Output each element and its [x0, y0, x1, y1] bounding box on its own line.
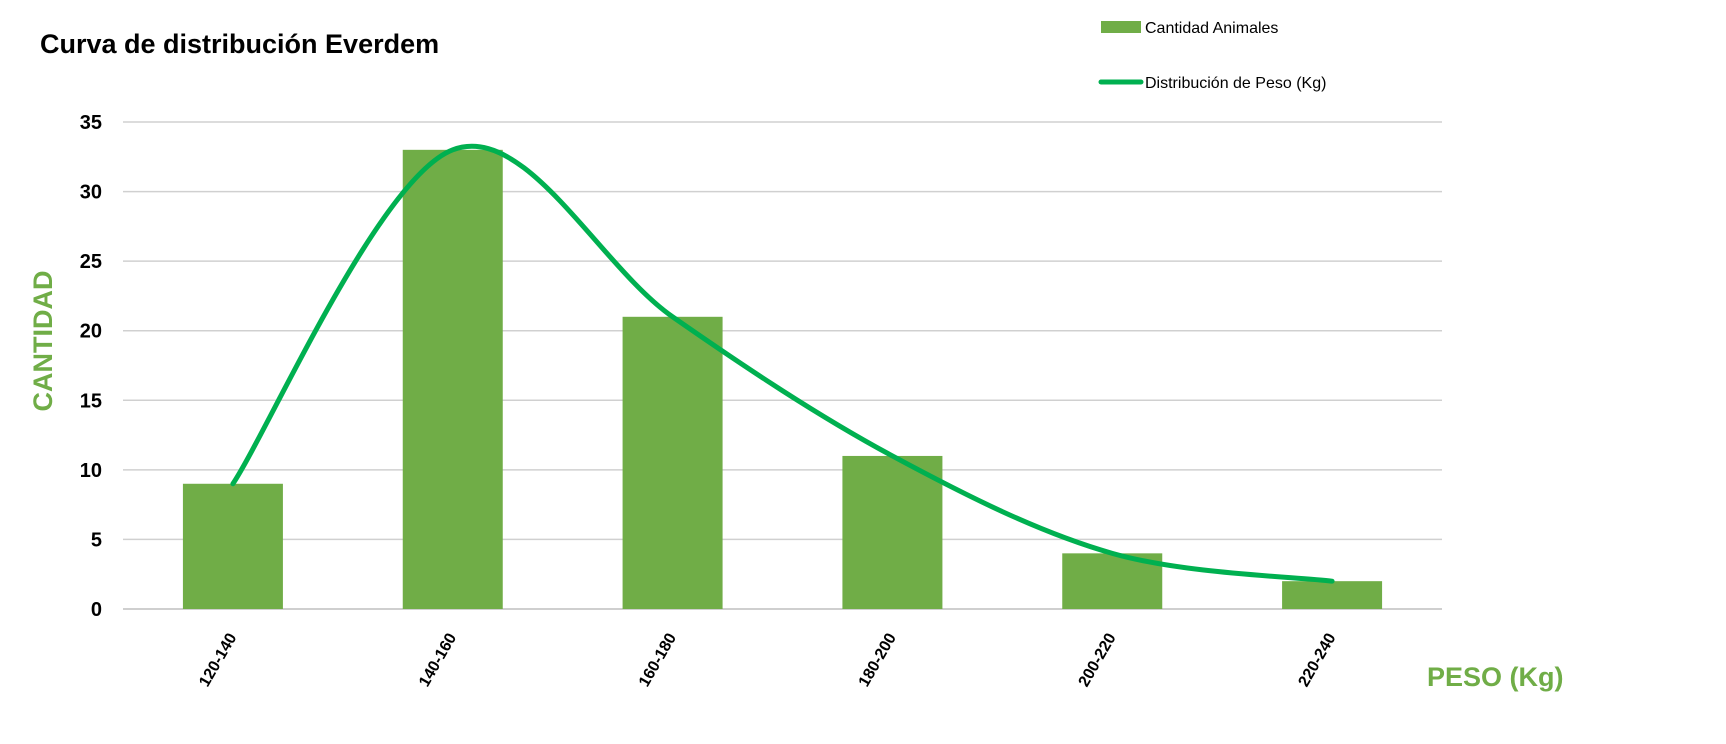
x-tick-label: 180-200 [856, 630, 900, 689]
chart-title: Curva de distribución Everdem [40, 29, 439, 59]
y-tick-label: 15 [80, 390, 102, 412]
x-axis-ticks: 120-140 140-160 160-180 180-200 200-220 220-2… [196, 630, 1339, 689]
x-tick-label: 140-160 [416, 630, 460, 689]
legend-label-line: Distribución de Peso (Kg) [1145, 75, 1326, 92]
x-tick-label: 200-220 [1076, 630, 1120, 689]
gridlines [123, 121, 1442, 610]
y-tick-label: 20 [80, 321, 102, 343]
bar [182, 483, 283, 609]
distribution-curve [230, 143, 1335, 584]
y-tick-label: 35 [80, 112, 102, 134]
bar [622, 316, 723, 609]
y-tick-label: 0 [91, 599, 102, 621]
x-tick-label: 220-240 [1295, 630, 1339, 689]
y-axis-ticks: 0 5 10 15 20 25 30 35 [80, 112, 102, 621]
bar [1282, 581, 1383, 609]
bars [182, 149, 1383, 610]
legend: Cantidad Animales Distribución de Peso (… [1098, 20, 1326, 92]
y-axis-label: CANTIDAD [28, 271, 58, 412]
x-tick-label: 160-180 [636, 630, 680, 689]
legend-swatch-bars [1101, 21, 1141, 33]
y-tick-label: 25 [80, 251, 102, 273]
bar [402, 149, 503, 610]
x-axis-label: PESO (Kg) [1427, 662, 1564, 692]
legend-label-bars: Cantidad Animales [1145, 20, 1278, 37]
y-tick-label: 5 [91, 529, 102, 551]
x-tick-label: 120-140 [196, 630, 240, 689]
bar [842, 455, 943, 609]
y-tick-label: 30 [80, 182, 102, 204]
y-tick-label: 10 [80, 460, 102, 482]
